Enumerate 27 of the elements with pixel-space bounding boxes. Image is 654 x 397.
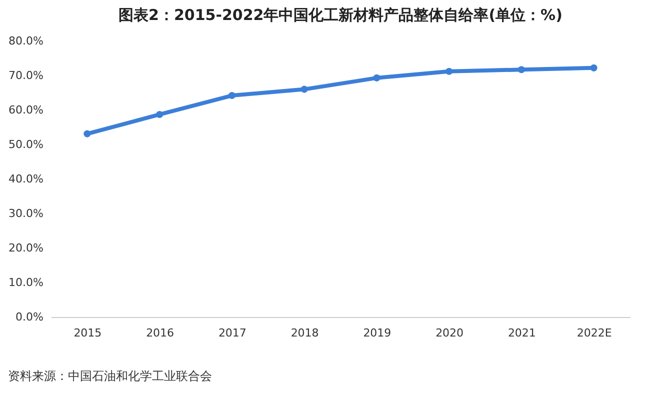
y-tick-label: 80.0%: [8, 34, 44, 48]
y-tick-label: 40.0%: [8, 172, 44, 186]
y-tick-label: 50.0%: [8, 138, 44, 151]
x-tick-label: 2016: [146, 326, 174, 340]
point: [228, 92, 236, 100]
y-tick-label: 20.0%: [8, 242, 44, 254]
chart-title: 图表2：2015-2022年中国化工新材料产品整体自给率(单位：%): [118, 6, 562, 24]
y-tick-label: 60.0%: [8, 104, 44, 116]
x-tick-label: 2015: [74, 326, 102, 340]
x-tick-label: 2021: [508, 326, 536, 340]
point: [156, 110, 164, 118]
y-tick-label: 30.0%: [8, 207, 44, 220]
y-tick-label: 70.0%: [8, 69, 44, 82]
y-tick-label: 10.0%: [8, 276, 44, 289]
point: [590, 64, 598, 72]
x-tick-label: 2019: [363, 326, 392, 340]
text: 资料来源：中国石油和化学工业联合会: [8, 368, 212, 385]
x-tick-label: 2018: [290, 326, 319, 340]
y-tick-label: 0.0%: [16, 310, 44, 324]
x-tick-label: 2022E: [576, 326, 612, 340]
point: [300, 86, 308, 93]
point: [373, 74, 380, 82]
x-tick-label: 2020: [436, 326, 464, 340]
x-tick-label: 2017: [218, 326, 246, 340]
point: [518, 66, 525, 74]
point: [84, 130, 91, 138]
point: [446, 68, 453, 75]
